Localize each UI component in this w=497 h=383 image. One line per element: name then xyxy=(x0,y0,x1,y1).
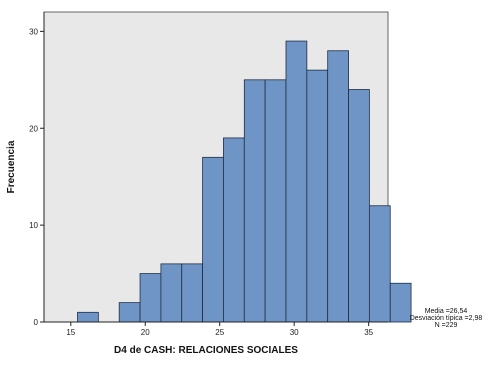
histogram-bar-0 xyxy=(77,311,99,323)
histogram-bar-15 xyxy=(389,282,412,323)
histogram-bar-5 xyxy=(181,263,203,323)
histogram-bar-9 xyxy=(264,79,287,323)
histogram-bar-13 xyxy=(348,89,370,323)
y-tick-label-2: 20 xyxy=(29,124,38,133)
histogram-bar-3 xyxy=(139,273,162,323)
histogram-bar-14 xyxy=(368,205,391,323)
y-axis-ticks: 0 10 20 30 xyxy=(29,27,44,327)
x-tick-label-2: 25 xyxy=(215,328,224,337)
stat-mean: Media =26,54 xyxy=(424,308,468,315)
y-tick-label-3: 30 xyxy=(29,27,38,36)
x-tick-label-1: 20 xyxy=(141,328,150,337)
axes xyxy=(43,12,388,323)
y-tick-label-0: 0 xyxy=(34,318,39,327)
y-tick-label-1: 10 xyxy=(29,221,38,230)
histogram-bar-4 xyxy=(160,263,183,323)
histogram-bar-7 xyxy=(223,137,245,323)
x-axis-label: D4 de CASH: RELACIONES SOCIALES xyxy=(114,345,298,356)
histogram-bar-11 xyxy=(306,69,329,323)
histogram-bar-2 xyxy=(118,302,141,323)
stat-std-dev: Desviación típica =2,98 xyxy=(409,315,483,322)
x-axis-ticks: 15 20 25 30 35 xyxy=(66,322,374,337)
histogram-bar-12 xyxy=(327,50,349,323)
histogram-bar-8 xyxy=(243,79,266,323)
x-tick-label-3: 30 xyxy=(290,328,299,337)
stat-n: N =229 xyxy=(434,322,458,329)
histogram-bar-6 xyxy=(202,156,224,323)
histogram-bar-10 xyxy=(285,40,308,323)
x-tick-label-4: 35 xyxy=(364,328,373,337)
x-tick-label-0: 15 xyxy=(66,328,75,337)
statistics-legend: Media =26,54 Desviación típica =2,98 N =… xyxy=(398,308,494,329)
y-axis-label: Frecuencia xyxy=(6,140,17,193)
